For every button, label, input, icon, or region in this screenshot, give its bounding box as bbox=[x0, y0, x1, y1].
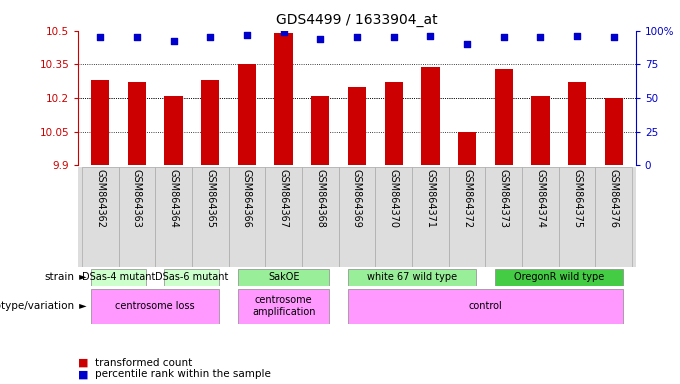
Bar bbox=[118, 167, 155, 267]
Text: GSM864376: GSM864376 bbox=[609, 169, 619, 228]
Text: ■: ■ bbox=[78, 358, 88, 368]
Text: OregonR wild type: OregonR wild type bbox=[513, 272, 604, 283]
Bar bbox=[155, 167, 192, 267]
Bar bbox=[91, 289, 220, 324]
Point bbox=[315, 36, 326, 42]
Text: centrosome loss: centrosome loss bbox=[116, 301, 195, 311]
Point bbox=[168, 38, 179, 45]
Bar bbox=[458, 131, 476, 165]
Bar bbox=[311, 96, 330, 165]
Point bbox=[572, 33, 583, 39]
Bar bbox=[375, 167, 412, 267]
Text: GSM864364: GSM864364 bbox=[169, 169, 179, 228]
Bar bbox=[559, 167, 596, 267]
Text: DSas-6 mutant: DSas-6 mutant bbox=[155, 272, 228, 283]
Text: control: control bbox=[469, 301, 503, 311]
Bar bbox=[228, 167, 265, 267]
Bar bbox=[302, 167, 339, 267]
Text: GSM864368: GSM864368 bbox=[316, 169, 325, 228]
Text: GSM864363: GSM864363 bbox=[132, 169, 142, 228]
Text: ■: ■ bbox=[78, 369, 88, 379]
Bar bbox=[165, 269, 220, 286]
Text: GSM864362: GSM864362 bbox=[95, 169, 105, 228]
Bar bbox=[265, 167, 302, 267]
Text: centrosome
amplification: centrosome amplification bbox=[252, 295, 316, 317]
Text: GSM864365: GSM864365 bbox=[205, 169, 216, 228]
Text: percentile rank within the sample: percentile rank within the sample bbox=[95, 369, 271, 379]
Text: GSM864373: GSM864373 bbox=[498, 169, 509, 228]
Text: ►: ► bbox=[76, 301, 87, 311]
Text: DSas-4 mutant: DSas-4 mutant bbox=[82, 272, 155, 283]
Point bbox=[462, 41, 473, 47]
Text: GSM864370: GSM864370 bbox=[389, 169, 398, 228]
Text: GSM864367: GSM864367 bbox=[279, 169, 288, 228]
Point bbox=[278, 29, 289, 35]
Bar bbox=[522, 167, 559, 267]
Bar bbox=[596, 167, 632, 267]
Text: genotype/variation: genotype/variation bbox=[0, 301, 75, 311]
Bar bbox=[192, 167, 228, 267]
Bar bbox=[412, 167, 449, 267]
Bar bbox=[348, 87, 366, 165]
Bar bbox=[348, 269, 476, 286]
Bar bbox=[275, 33, 293, 165]
Bar bbox=[91, 80, 109, 165]
Bar bbox=[238, 64, 256, 165]
Text: GSM864372: GSM864372 bbox=[462, 169, 472, 228]
Bar bbox=[449, 167, 486, 267]
Text: GSM864375: GSM864375 bbox=[572, 169, 582, 228]
Bar bbox=[201, 80, 220, 165]
Bar bbox=[605, 98, 623, 165]
Text: GSM864369: GSM864369 bbox=[352, 169, 362, 228]
Point bbox=[388, 35, 399, 41]
Bar bbox=[494, 269, 623, 286]
Title: GDS4499 / 1633904_at: GDS4499 / 1633904_at bbox=[276, 13, 438, 27]
Bar bbox=[78, 167, 636, 267]
Bar bbox=[531, 96, 549, 165]
Bar bbox=[384, 82, 403, 165]
Text: SakOE: SakOE bbox=[268, 272, 299, 283]
Point bbox=[535, 35, 546, 41]
Bar bbox=[91, 269, 146, 286]
Bar bbox=[486, 167, 522, 267]
Bar bbox=[238, 289, 330, 324]
Point bbox=[352, 35, 362, 41]
Bar bbox=[82, 167, 118, 267]
Bar bbox=[339, 167, 375, 267]
Text: ►: ► bbox=[76, 272, 87, 283]
Bar bbox=[165, 96, 183, 165]
Text: GSM864371: GSM864371 bbox=[426, 169, 435, 228]
Bar bbox=[238, 269, 330, 286]
Point bbox=[205, 35, 216, 41]
Text: transformed count: transformed count bbox=[95, 358, 192, 368]
Bar bbox=[421, 66, 439, 165]
Bar bbox=[128, 82, 146, 165]
Text: GSM864374: GSM864374 bbox=[535, 169, 545, 228]
Point bbox=[425, 33, 436, 39]
Bar bbox=[348, 289, 623, 324]
Text: strain: strain bbox=[45, 272, 75, 283]
Point bbox=[609, 35, 619, 41]
Bar bbox=[494, 69, 513, 165]
Bar bbox=[568, 82, 586, 165]
Point bbox=[498, 35, 509, 41]
Text: GSM864366: GSM864366 bbox=[242, 169, 252, 228]
Text: white 67 wild type: white 67 wild type bbox=[367, 272, 457, 283]
Point bbox=[95, 35, 105, 41]
Point bbox=[131, 35, 142, 41]
Point bbox=[241, 31, 252, 38]
